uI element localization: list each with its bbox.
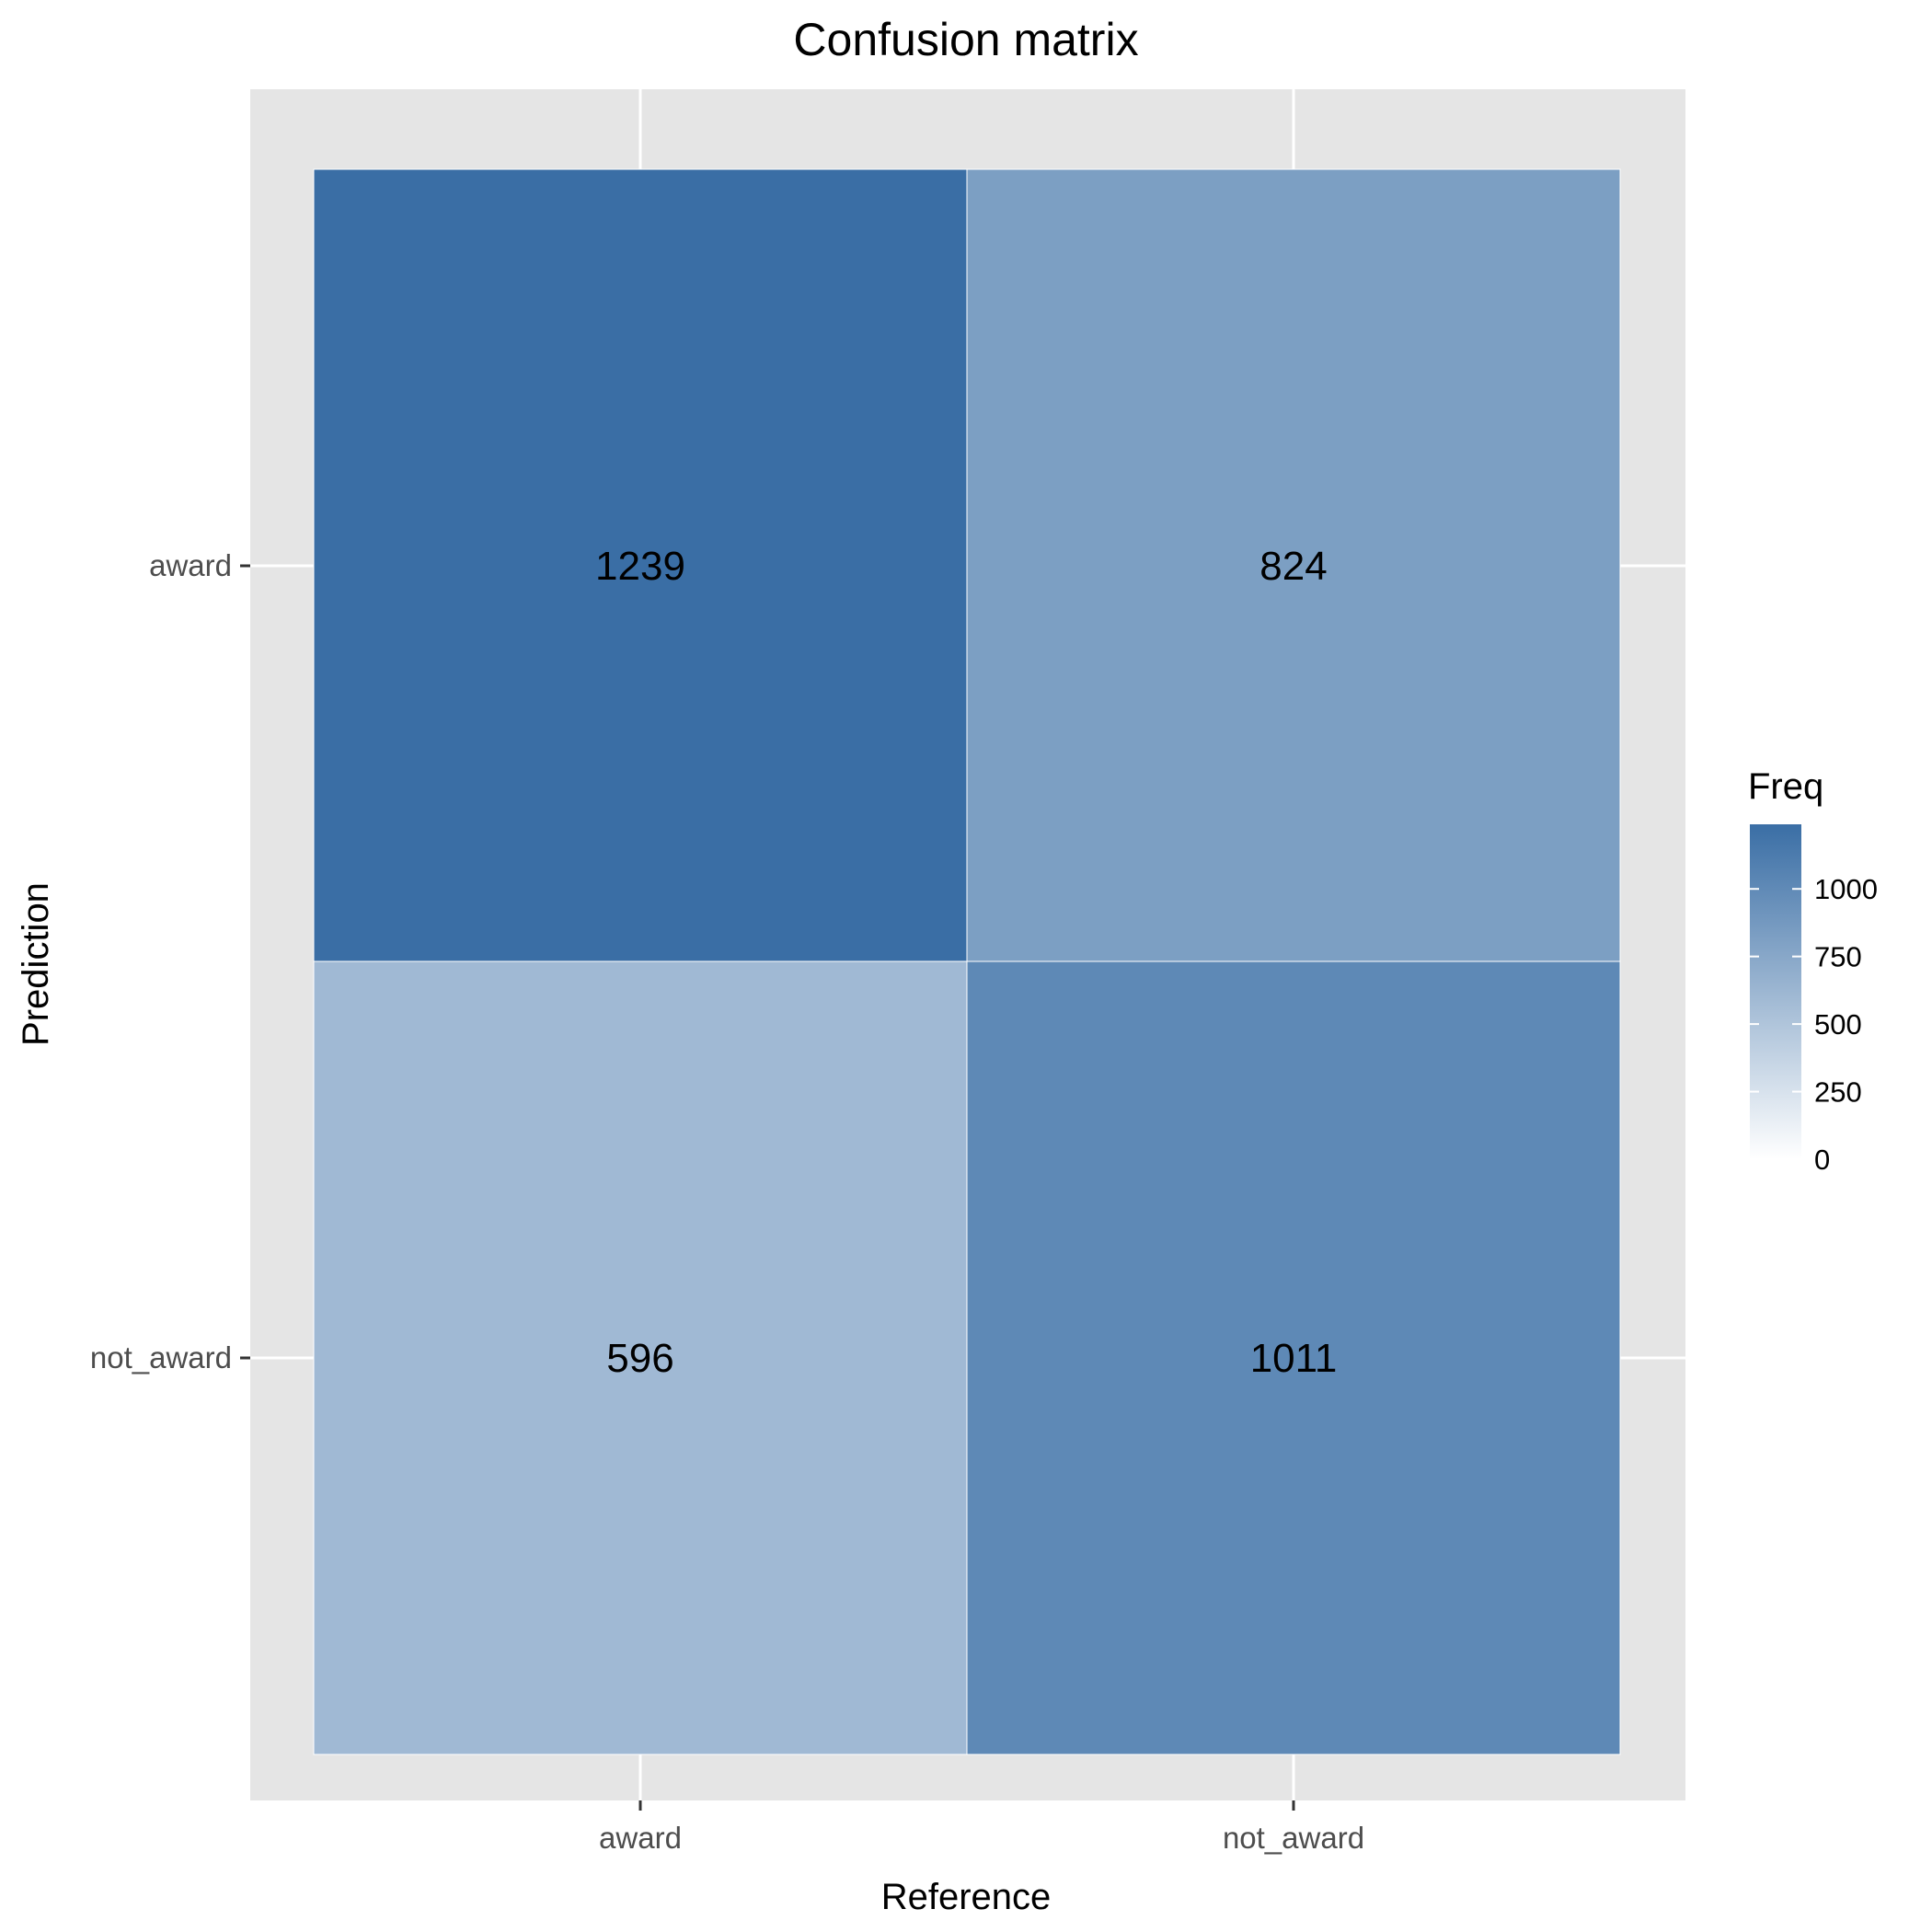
legend-tick-label: 500 — [1814, 1008, 1862, 1041]
legend: Freq 0 250 500 750 1000 — [1748, 766, 1878, 1176]
x-axis: award not_award — [599, 1800, 1364, 1855]
heatmap-cell-award-award — [313, 168, 968, 963]
x-tick-label: not_award — [1223, 1821, 1364, 1855]
cell-value-label: 596 — [606, 1336, 673, 1381]
y-tick-label: award — [149, 548, 232, 582]
x-tick-label: award — [599, 1821, 682, 1855]
y-axis-title: Prediction — [16, 882, 56, 1046]
heatmap-cells: 1239 824 596 1011 — [313, 168, 1621, 1755]
legend-tick-label: 750 — [1814, 941, 1862, 973]
cell-value-label: 824 — [1259, 544, 1327, 589]
y-tick-label: not_award — [90, 1340, 232, 1374]
cell-value-label: 1011 — [1250, 1336, 1338, 1381]
x-axis-title: Reference — [881, 1877, 1052, 1917]
legend-title: Freq — [1748, 766, 1823, 807]
legend-tick-label: 1000 — [1814, 873, 1878, 905]
legend-tick-label: 250 — [1814, 1076, 1862, 1109]
y-axis: award not_award — [90, 548, 250, 1374]
heatmap-cell-award-not_award — [966, 168, 1621, 963]
chart-title: Confusion matrix — [793, 14, 1138, 65]
legend-tick-label: 0 — [1814, 1144, 1830, 1176]
cell-value-label: 1239 — [595, 544, 685, 589]
heatmap-cell-not_award-award — [313, 960, 968, 1755]
legend-color-bar — [1750, 824, 1801, 1159]
heatmap-cell-not_award-not_award — [966, 960, 1621, 1755]
